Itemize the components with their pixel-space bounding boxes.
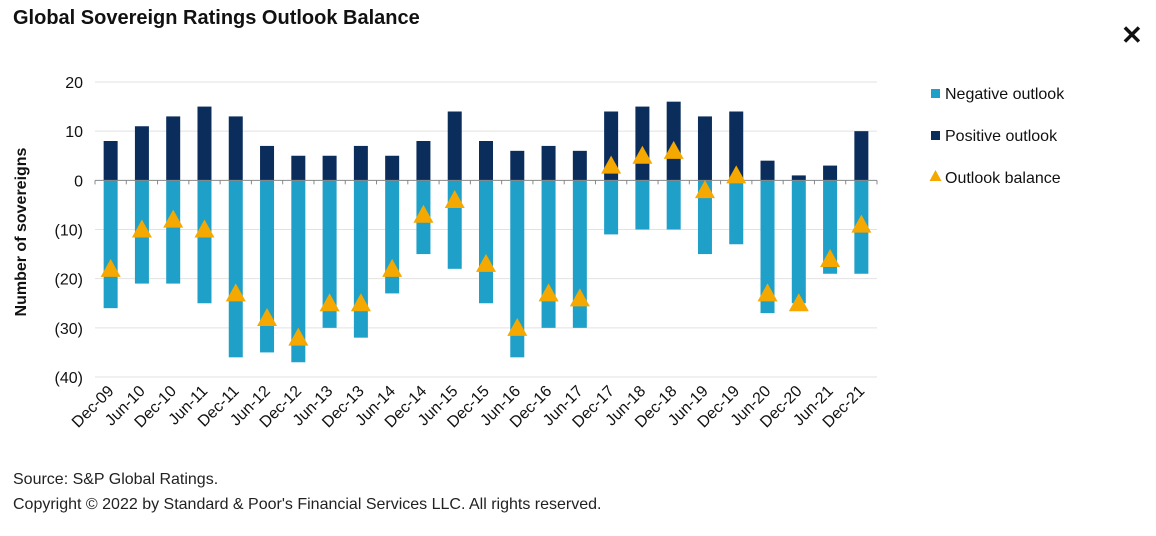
negative-outlook-bar <box>823 180 838 274</box>
negative-outlook-bar <box>197 180 212 304</box>
negative-outlook-bar <box>228 180 243 358</box>
copyright-note: Copyright © 2022 by Standard & Poor's Fi… <box>13 496 602 513</box>
negative-outlook-bar <box>166 180 181 284</box>
negative-outlook-bar <box>510 180 525 358</box>
positive-outlook-bar <box>854 131 869 181</box>
negative-outlook-bar <box>572 180 587 328</box>
outlook-balance-marker <box>131 219 152 238</box>
positive-outlook-bar <box>385 155 400 181</box>
outlook-balance-marker <box>726 165 747 184</box>
positive-outlook-bar <box>479 141 493 181</box>
positive-outlook-bar <box>635 106 650 181</box>
positive-outlook-bar <box>510 150 525 181</box>
y-axis-label: Number of sovereigns <box>13 147 30 316</box>
chart-title: Global Sovereign Ratings Outlook Balance <box>13 7 420 29</box>
negative-outlook-bar <box>729 180 744 245</box>
outlook-balance-marker <box>350 293 371 312</box>
outlook-balance-marker <box>100 258 121 277</box>
y-tick-label: (20) <box>55 272 83 289</box>
negative-outlook-bar <box>697 180 712 255</box>
negative-outlook-bar <box>291 180 306 363</box>
positive-outlook-bar <box>416 141 431 181</box>
grid-lines <box>95 81 877 378</box>
chart-area: 20 10 0 (10) (20) (30) (40) Dec-09Jun-10Dec-10… <box>13 75 1065 432</box>
outlook-balance-marker <box>694 180 715 199</box>
outlook-balance-marker <box>632 145 653 164</box>
x-tick-labels: Dec-09Jun-10Dec-10Jun-11Dec-11Jun-12Dec-… <box>69 383 868 432</box>
outlook-balance-marker <box>757 283 778 302</box>
positive-outlook-bar <box>697 116 712 181</box>
negative-outlook-bar <box>353 180 368 338</box>
negative-outlook-bar <box>635 180 650 230</box>
outlook-balance-marker <box>382 258 403 277</box>
negative-outlook-bar <box>322 180 337 328</box>
legend-label-positive: Positive outlook <box>945 128 1058 145</box>
outlook-balance-marker <box>538 283 559 302</box>
outlook-balance-marker <box>319 293 340 312</box>
y-tick-label: 10 <box>65 124 83 141</box>
outlook-balance-marker <box>444 190 465 208</box>
negative-outlook-bar <box>479 180 493 304</box>
positive-outlook-bar <box>291 155 306 181</box>
outlook-balance-marker <box>194 219 215 238</box>
outlook-balance-marker <box>788 293 809 312</box>
positive-outlook-bar <box>541 145 556 181</box>
negative-outlook-bar <box>604 180 619 235</box>
close-icon[interactable]: ✕ <box>1121 20 1143 50</box>
balance-markers <box>100 140 872 346</box>
legend-label-negative: Negative outlook <box>945 86 1065 103</box>
positive-outlook-bar <box>322 155 337 181</box>
outlook-balance-marker <box>601 155 622 174</box>
y-tick-label: (30) <box>55 321 83 338</box>
positive-outlook-bar <box>791 175 806 181</box>
positive-outlook-bar <box>103 141 118 181</box>
outlook-balance-marker <box>225 283 246 302</box>
y-tick-label: (40) <box>55 370 83 387</box>
outlook-balance-marker <box>163 209 184 228</box>
legend-swatch-balance <box>929 170 942 181</box>
negative-outlook-bar <box>760 180 775 314</box>
outlook-balance-marker <box>288 327 309 346</box>
positive-outlook-bar <box>166 116 181 181</box>
axes <box>94 179 878 185</box>
negative-outlook-bar <box>541 180 556 328</box>
y-tick-label: (10) <box>55 223 83 240</box>
positive-outlook-bar <box>823 165 838 181</box>
outlook-balance-marker <box>663 140 684 159</box>
outlook-balance-marker <box>507 317 528 336</box>
outlook-balance-marker <box>569 288 590 307</box>
source-note: Source: S&P Global Ratings. <box>13 471 219 488</box>
positive-outlook-bar <box>260 145 275 181</box>
negative-outlook-bar <box>791 180 806 304</box>
positive-outlook-bar <box>572 150 587 181</box>
positive-outlook-bar <box>197 106 212 181</box>
y-tick-label: 20 <box>65 75 83 92</box>
y-tick-label: 0 <box>74 173 83 190</box>
outlook-balance-marker <box>851 214 872 233</box>
outlook-balance-marker <box>820 249 841 267</box>
legend: Negative outlook Positive outlook Outlook … <box>929 86 1065 187</box>
bars <box>103 101 869 363</box>
outlook-balance-marker <box>257 308 278 326</box>
negative-outlook-bar <box>260 180 275 353</box>
positive-outlook-bar <box>228 116 243 181</box>
legend-swatch-positive <box>931 131 940 140</box>
positive-outlook-bar <box>134 126 149 181</box>
positive-outlook-bar <box>729 111 744 181</box>
negative-outlook-bar <box>103 180 118 309</box>
negative-outlook-bar <box>666 180 681 230</box>
outlook-balance-marker <box>476 253 496 272</box>
outlook-balance-marker <box>413 204 434 223</box>
y-tick-labels: 20 10 0 (10) (20) (30) (40) <box>55 75 84 387</box>
legend-label-balance: Outlook balance <box>945 170 1061 187</box>
legend-swatch-negative <box>931 89 940 98</box>
positive-outlook-bar <box>353 145 368 181</box>
positive-outlook-bar <box>760 160 775 181</box>
positive-outlook-bar <box>447 111 462 181</box>
